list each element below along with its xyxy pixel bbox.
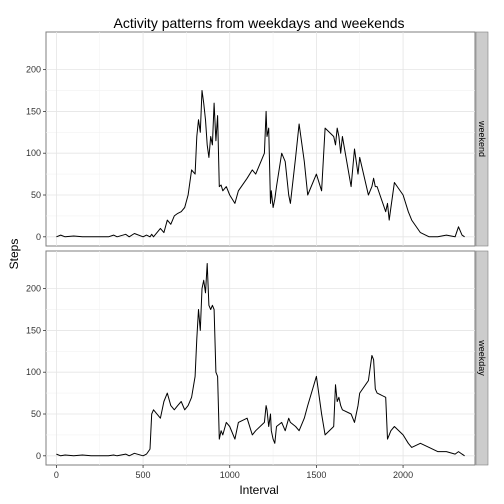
panel-background <box>45 31 476 247</box>
x-axis-label: Interval <box>239 483 278 497</box>
x-tick-label: 1000 <box>220 470 240 480</box>
facet-label-weekend: weekend <box>477 120 487 157</box>
facet-strip <box>475 31 489 247</box>
y-tick-label: 100 <box>26 148 41 158</box>
x-tick-label: 2000 <box>393 470 413 480</box>
y-tick-label: 0 <box>36 451 41 461</box>
y-tick-label: 150 <box>26 106 41 116</box>
chart-title: Activity patterns from weekdays and week… <box>113 15 404 31</box>
y-axis-label: Steps <box>7 239 21 270</box>
y-tick-label: 50 <box>31 190 41 200</box>
y-tick-label: 150 <box>26 325 41 335</box>
series-line-weekend <box>56 90 465 238</box>
facet-strip <box>475 250 489 466</box>
series-line-weekday <box>56 263 465 457</box>
y-tick-label: 100 <box>26 367 41 377</box>
panel-weekend: 0 50 100 150 200 weekend <box>26 31 489 247</box>
x-tick-label: 0 <box>54 470 59 480</box>
y-tick-label: 200 <box>26 284 41 294</box>
x-tick-label: 1500 <box>306 470 326 480</box>
x-tick-label: 500 <box>136 470 151 480</box>
panel-background <box>45 250 476 466</box>
panel-weekday: 0 50 100 150 200 weekday <box>26 250 489 466</box>
y-tick-label: 0 <box>36 232 41 242</box>
facet-label-weekday: weekday <box>477 339 487 376</box>
y-tick-label: 50 <box>31 409 41 419</box>
y-tick-label: 200 <box>26 65 41 75</box>
